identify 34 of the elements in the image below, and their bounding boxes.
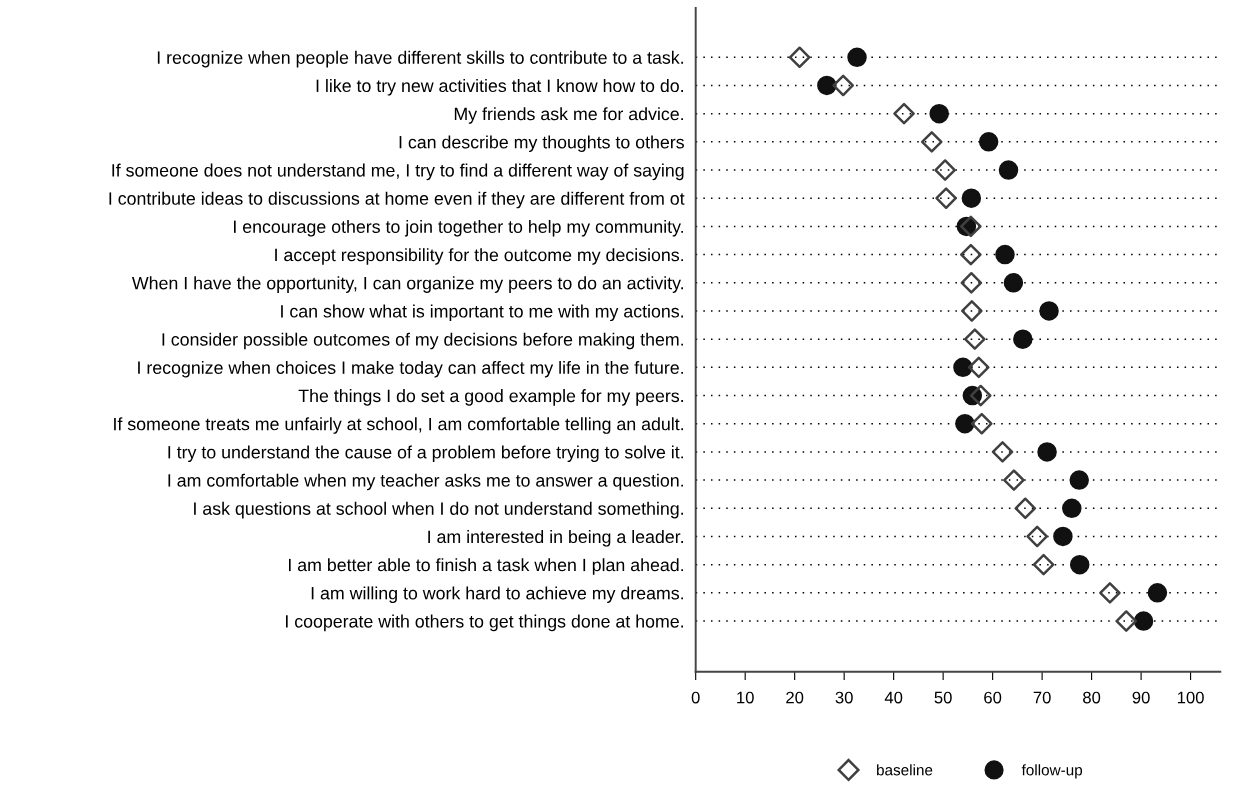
y-tick-label: I am willing to work hard to achieve my dreams. — [311, 586, 683, 603]
x-tick-label: 10 — [737, 691, 754, 704]
y-tick-label: I try to understand the cause of a problem before trying to solve it. — [168, 445, 683, 463]
y-tick-label: I recognize when people have different skills to contribute to a task. — [157, 50, 683, 68]
x-tick-label: 60 — [984, 691, 1002, 704]
x-tick-label: 70 — [1033, 691, 1051, 704]
x-tick-label: 100 — [1177, 691, 1204, 704]
x-tick-label: 50 — [934, 691, 952, 704]
x-tick-label: 20 — [786, 691, 804, 704]
legend-label: baseline — [877, 764, 933, 776]
y-tick-label: If someone treats me unfairly at school, I am comfortable telling an adult. — [114, 417, 683, 434]
y-tick-label: I cooperate with others to get things done at home. — [286, 614, 683, 632]
x-tick-label: 90 — [1132, 691, 1150, 704]
x-tick-label: 40 — [884, 691, 903, 704]
x-tick-label: 0 — [691, 691, 700, 704]
y-tick-label: If someone does not understand me, I try to find a different way of saying — [112, 163, 684, 181]
y-tick-label: I am better able to finish a task when I plan ahead. — [288, 558, 683, 575]
y-tick-label: I contribute ideas to discussions at home even if they are different from ot — [109, 191, 685, 209]
y-tick-label: I ask questions at school when I do not understand something. — [194, 501, 683, 519]
x-tick-label: 80 — [1083, 691, 1101, 704]
y-tick-label: When I have the opportunity, I can organize my peers to do an activity. — [131, 276, 683, 293]
y-tick-label: I am comfortable when my teacher asks me to answer a question. — [168, 473, 683, 491]
y-tick-label: I like to try new activities that I know how to do. — [316, 79, 683, 96]
y-tick-label: I encourage others to join together to help my community. — [233, 219, 683, 237]
y-tick-label: My friends ask me for advice. — [454, 107, 683, 124]
y-tick-label: I am interested in being a leader. — [428, 530, 683, 547]
y-tick-label: I recognize when choices I make today can affect my life in the future. — [138, 360, 683, 378]
legend-label: follow-up — [1021, 764, 1083, 779]
y-tick-label: I consider possible outcomes of my decisions before making them. — [162, 332, 683, 350]
y-tick-label: I can describe my thoughts to others — [399, 135, 684, 152]
y-tick-label: I can show what is important to me with my actions. — [281, 304, 683, 322]
y-tick-label: I accept responsibility for the outcome my decisions. — [275, 248, 683, 265]
y-tick-label: The things I do set a good example for my peers. — [298, 389, 683, 406]
x-tick-label: 30 — [835, 691, 853, 704]
